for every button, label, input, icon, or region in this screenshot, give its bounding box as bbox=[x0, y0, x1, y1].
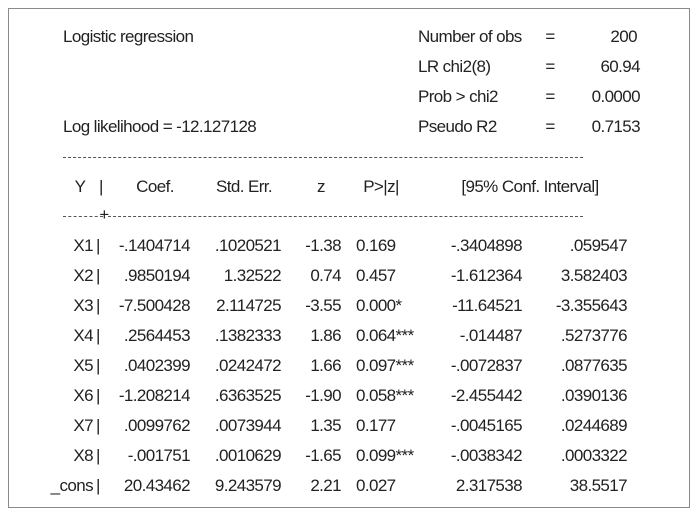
cell: .0010629 bbox=[214, 446, 282, 465]
column-divider: | bbox=[96, 446, 100, 465]
cell: .1020521 bbox=[214, 236, 282, 255]
row-label: X5 bbox=[73, 356, 93, 375]
row-label: X8 bbox=[73, 446, 93, 465]
stat-value: 60.94 bbox=[600, 57, 640, 76]
cell: -7.500428 bbox=[118, 296, 191, 315]
cell: 1.86 bbox=[310, 326, 341, 345]
separator bbox=[108, 216, 583, 217]
row-label: X4 bbox=[73, 326, 93, 345]
cell: 2.317538 bbox=[455, 476, 523, 495]
cell: 2.21 bbox=[310, 476, 341, 495]
row-label: X2 bbox=[73, 266, 93, 285]
cell: .0073944 bbox=[214, 416, 282, 435]
cell: .0390136 bbox=[560, 386, 628, 405]
row-label: X3 bbox=[73, 296, 93, 315]
cell: -11.64521 bbox=[452, 296, 523, 315]
cell: -3.355643 bbox=[555, 296, 628, 315]
cell: .0099762 bbox=[123, 416, 191, 435]
stat-value: 200 bbox=[610, 27, 637, 46]
cell: 0.097*** bbox=[356, 356, 414, 375]
output-frame bbox=[8, 8, 690, 508]
column-divider: | bbox=[96, 266, 100, 285]
cell: 0.169 bbox=[356, 236, 396, 255]
cell: -.014487 bbox=[459, 326, 523, 345]
equals: = bbox=[545, 57, 555, 76]
column-divider: | bbox=[96, 296, 100, 315]
stat-label: Prob > chi2 bbox=[418, 87, 498, 106]
cell: .059547 bbox=[569, 236, 628, 255]
stat-label: Number of obs bbox=[418, 27, 522, 46]
cell: .0244689 bbox=[560, 416, 628, 435]
cell: -1.612364 bbox=[450, 266, 523, 285]
log-likelihood: Log likelihood = -12.127128 bbox=[63, 117, 257, 136]
cell: 1.66 bbox=[310, 356, 341, 375]
stat-value: 0.7153 bbox=[591, 117, 641, 136]
column-divider: | bbox=[96, 236, 100, 255]
cell: .2564453 bbox=[123, 326, 191, 345]
stat-value: 0.0000 bbox=[591, 87, 641, 106]
cell: 0.000* bbox=[356, 296, 402, 315]
cell: 0.064*** bbox=[356, 326, 414, 345]
cell: .0003322 bbox=[560, 446, 628, 465]
row-label: _cons bbox=[50, 476, 94, 495]
cell: 0.74 bbox=[310, 266, 341, 285]
equals: = bbox=[545, 27, 555, 46]
cell: .0402399 bbox=[123, 356, 191, 375]
cell: 0.027 bbox=[356, 476, 396, 495]
column-header: [95% Conf. Interval] bbox=[461, 177, 599, 196]
cell: -.3404898 bbox=[450, 236, 523, 255]
separator-plus: + bbox=[99, 205, 109, 224]
cell: .1382333 bbox=[214, 326, 282, 345]
cell: 38.5517 bbox=[569, 476, 628, 495]
cell: 0.099*** bbox=[356, 446, 414, 465]
cell: 0.177 bbox=[356, 416, 396, 435]
column-header: Coef. bbox=[136, 177, 174, 196]
cell: -1.208214 bbox=[118, 386, 191, 405]
equals: = bbox=[545, 87, 555, 106]
cell: 0.058*** bbox=[356, 386, 414, 405]
cell: .0877635 bbox=[560, 356, 628, 375]
separator bbox=[63, 157, 583, 158]
cell: 20.43462 bbox=[123, 476, 191, 495]
cell: -.0045165 bbox=[450, 416, 523, 435]
column-header: P>|z| bbox=[363, 177, 399, 196]
cell: 3.582403 bbox=[560, 266, 628, 285]
column-divider: | bbox=[96, 356, 100, 375]
cell: -.001751 bbox=[127, 446, 191, 465]
column-divider: | bbox=[96, 476, 100, 495]
title: Logistic regression bbox=[63, 27, 194, 46]
cell: -1.65 bbox=[305, 446, 341, 465]
stat-label: Pseudo R2 bbox=[418, 117, 497, 136]
separator bbox=[63, 216, 103, 217]
row-label: X6 bbox=[73, 386, 93, 405]
column-divider: | bbox=[99, 177, 103, 196]
column-divider: | bbox=[96, 386, 100, 405]
cell: -1.90 bbox=[305, 386, 341, 405]
equals: = bbox=[545, 117, 555, 136]
row-label: X7 bbox=[73, 416, 93, 435]
cell: 1.32522 bbox=[223, 266, 282, 285]
cell: 9.243579 bbox=[214, 476, 282, 495]
stat-label: LR chi2(8) bbox=[418, 57, 491, 76]
cell: -.0072837 bbox=[450, 356, 523, 375]
cell: -3.55 bbox=[305, 296, 341, 315]
column-header: z bbox=[317, 177, 325, 196]
cell: .9850194 bbox=[123, 266, 191, 285]
column-header: Y bbox=[74, 177, 86, 196]
cell: 0.457 bbox=[356, 266, 396, 285]
cell: .6363525 bbox=[214, 386, 282, 405]
cell: -1.38 bbox=[305, 236, 341, 255]
cell: .5273776 bbox=[560, 326, 628, 345]
column-divider: | bbox=[96, 326, 100, 345]
cell: .0242472 bbox=[214, 356, 282, 375]
column-divider: | bbox=[96, 416, 100, 435]
cell: 2.114725 bbox=[216, 296, 281, 315]
cell: 1.35 bbox=[310, 416, 341, 435]
cell: -2.455442 bbox=[450, 386, 523, 405]
column-header: Std. Err. bbox=[215, 177, 273, 196]
cell: -.0038342 bbox=[450, 446, 523, 465]
row-label: X1 bbox=[73, 236, 93, 255]
cell: -.1404714 bbox=[118, 236, 191, 255]
